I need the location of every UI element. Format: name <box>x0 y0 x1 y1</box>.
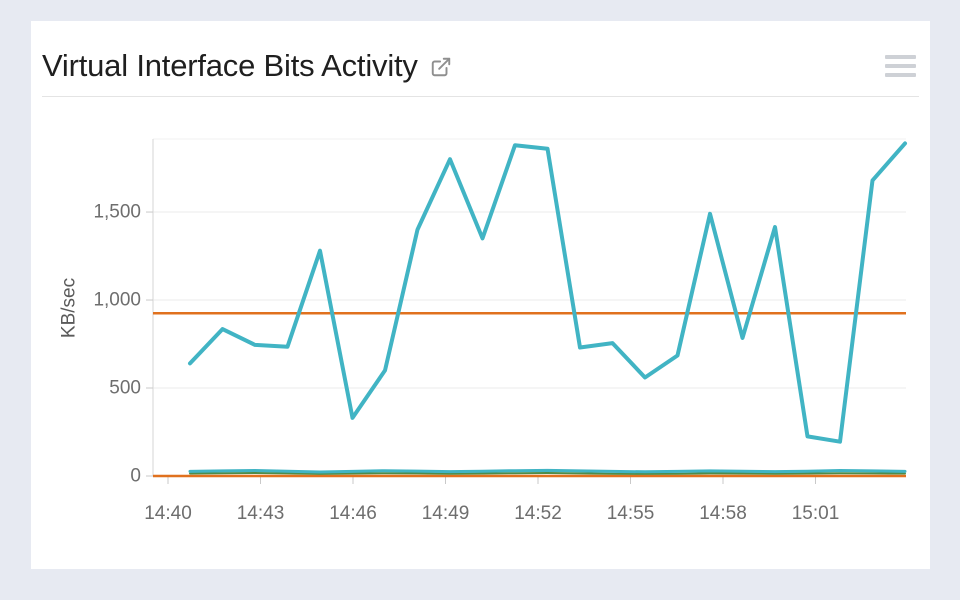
series-virtual-interface-green-kbsec <box>189 472 906 475</box>
x-tick-label: 14:55 <box>607 503 655 524</box>
activity-line-chart[interactable]: 0 500 1,000 1,500 14:40 14:43 14:46 14:49 14:52 1… <box>31 119 930 569</box>
y-tick-label: 500 <box>109 378 141 399</box>
x-tick-label: 14:52 <box>514 503 562 524</box>
x-tick-label: 15:01 <box>792 503 840 524</box>
header-divider <box>42 96 919 97</box>
hamburger-bar <box>885 73 916 77</box>
y-tick-label: 1,000 <box>93 290 141 311</box>
hamburger-menu-icon[interactable] <box>885 51 916 81</box>
y-axis-title: KB/sec <box>59 278 80 338</box>
series-virtual-interface-out-kbsec <box>188 468 907 474</box>
y-tick-label: 1,500 <box>93 202 141 223</box>
x-tick-label: 14:58 <box>699 503 747 524</box>
external-link-icon[interactable] <box>430 56 452 78</box>
x-tick-label: 14:43 <box>237 503 285 524</box>
chart-container: 0 500 1,000 1,500 14:40 14:43 14:46 14:49 14:52 1… <box>31 119 930 569</box>
widget-card: Virtual Interface Bits Activity 0 500 1,00… <box>31 21 930 569</box>
x-tick-label: 14:46 <box>329 503 377 524</box>
plot-area[interactable] <box>153 139 906 476</box>
hamburger-bar <box>885 64 916 68</box>
widget-title: Virtual Interface Bits Activity <box>42 48 418 83</box>
widget-header: Virtual Interface Bits Activity <box>42 43 919 89</box>
x-tick-label: 14:40 <box>144 503 192 524</box>
x-tick-label: 14:49 <box>422 503 470 524</box>
hamburger-bar <box>885 55 916 59</box>
series-virtual-interface-in-kbsec <box>188 141 907 444</box>
y-tick-label: 0 <box>130 466 141 487</box>
